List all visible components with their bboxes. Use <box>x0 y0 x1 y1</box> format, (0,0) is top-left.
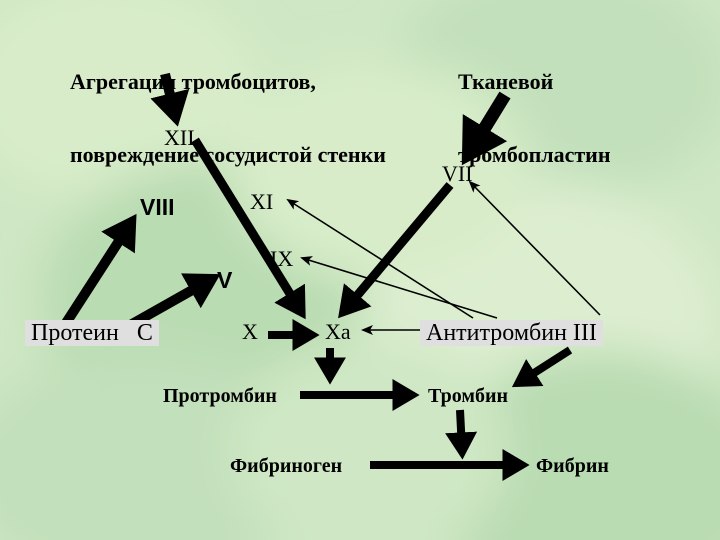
label-tissue-thromboplastin: Тканевой тромбопластин <box>458 22 611 191</box>
factor-xi: XI <box>250 190 273 214</box>
protein-c: Протеин С <box>25 320 159 346</box>
factor-ix: IX <box>270 247 293 271</box>
arrow-thick <box>520 350 570 382</box>
arrow-thin <box>470 182 600 315</box>
factor-v: V <box>217 268 232 293</box>
line2: тромбопластин <box>458 143 611 167</box>
fibrinogen: Фибриноген <box>230 455 342 477</box>
factor-xa: Xa <box>325 320 351 344</box>
thin-arrows <box>288 182 600 330</box>
fibrin: Фибрин <box>536 455 609 477</box>
antithrombin-iii: Антитромбин III <box>420 320 603 346</box>
factor-vii: VII <box>442 162 473 186</box>
factor-x: X <box>242 320 258 344</box>
arrow-thick <box>345 185 450 310</box>
arrow-thin <box>288 200 473 318</box>
factor-xii: XII <box>164 126 195 150</box>
prothrombin: Протромбин <box>163 385 277 407</box>
thrombin: Тромбин <box>428 385 508 407</box>
line1: Агрегация тромбоцитов, <box>70 70 386 94</box>
label-platelet-aggregation: Агрегация тромбоцитов, повреждение сосуд… <box>70 22 386 191</box>
arrow-thin <box>302 258 497 318</box>
arrow-thick <box>460 410 462 450</box>
factor-viii: VIII <box>140 195 175 220</box>
line2: повреждение сосудистой стенки <box>70 143 386 167</box>
line1: Тканевой <box>458 70 611 94</box>
